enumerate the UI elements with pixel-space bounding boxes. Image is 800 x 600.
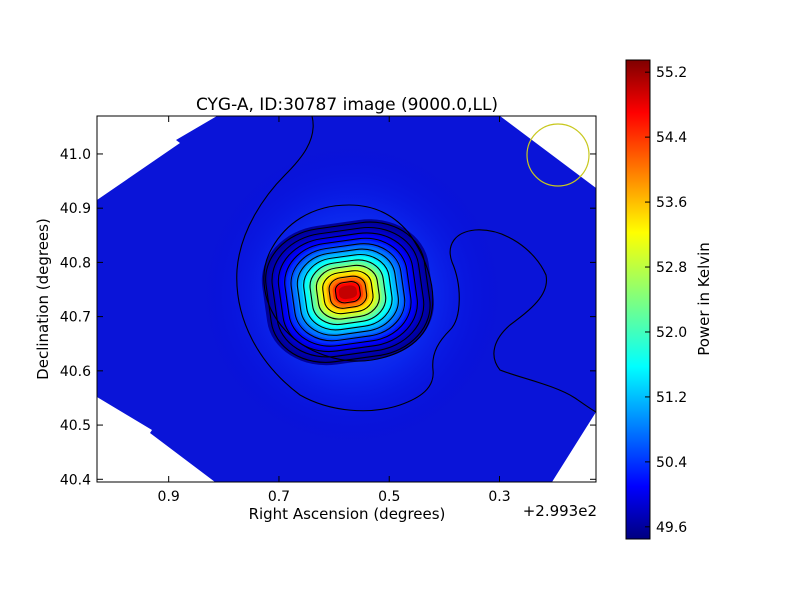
contour-ring [328, 275, 368, 309]
y-tick-label: 40.9 [60, 201, 91, 217]
contour-ring [290, 243, 406, 342]
contour-ring [284, 237, 412, 347]
chart-title: CYG-A, ID:30787 image (9000.0,LL) [196, 95, 498, 115]
plot-frame [96, 115, 597, 483]
colorbar-tick-label: 50.4 [656, 455, 687, 471]
x-tick-label: 0.9 [158, 489, 180, 505]
contour-lines [236, 116, 596, 413]
x-tick-label: 0.5 [378, 489, 400, 505]
colorbar-tick-label: 55.2 [656, 65, 687, 81]
contour-ring [296, 248, 399, 336]
colorbar-label: Power in Kelvin [695, 242, 713, 356]
y-tick-label: 41.0 [60, 147, 91, 163]
contour-ring [303, 253, 393, 331]
plot-area [96, 115, 597, 483]
colorbar-ticks: 55.2 54.4 53.6 52.8 52.0 51.2 50.4 49.6 [645, 65, 687, 536]
colorbar: 55.2 54.4 53.6 52.8 52.0 51.2 50.4 49.6 [625, 59, 687, 540]
contour-ring [315, 264, 380, 320]
contour-ring [309, 259, 387, 326]
colorbar-tick-label: 53.6 [656, 195, 687, 211]
colorbar-tick-label: 49.6 [656, 520, 687, 536]
x-axis-offset: +2.993e2 [523, 502, 597, 520]
source-level [338, 285, 358, 300]
contour-ring [277, 232, 418, 353]
x-tick-label: 0.7 [268, 489, 290, 505]
contour-outermost [236, 116, 596, 413]
y-tick-label: 40.4 [60, 472, 91, 488]
y-tick-label: 40.8 [60, 255, 91, 271]
y-axis-label: Declination (degrees) [34, 218, 52, 380]
colorbar-tick-label: 52.8 [656, 260, 687, 276]
y-axis: 41.0 40.9 40.8 40.7 40.6 40.5 40.4 [60, 147, 596, 488]
y-tick-label: 40.6 [60, 364, 91, 380]
contour-ring [271, 226, 425, 358]
contour-outer [263, 204, 434, 362]
contour-ring [334, 281, 361, 304]
x-axis-label: Right Ascension (degrees) [249, 505, 446, 523]
contour-ring [322, 270, 374, 315]
y-tick-label: 40.5 [60, 418, 91, 434]
x-axis: 0.9 0.7 0.5 0.3 [158, 116, 511, 505]
colorbar-tick-label: 51.2 [656, 390, 687, 406]
colorbar-tick-label: 52.0 [656, 325, 687, 341]
source-emission [261, 219, 434, 366]
colorbar-tick-label: 54.4 [656, 130, 687, 146]
x-tick-label: 0.3 [488, 489, 510, 505]
beam-circle [526, 123, 590, 187]
colorbar-frame [625, 59, 651, 540]
y-tick-label: 40.7 [60, 310, 91, 326]
colorbar-gradient [626, 60, 650, 539]
